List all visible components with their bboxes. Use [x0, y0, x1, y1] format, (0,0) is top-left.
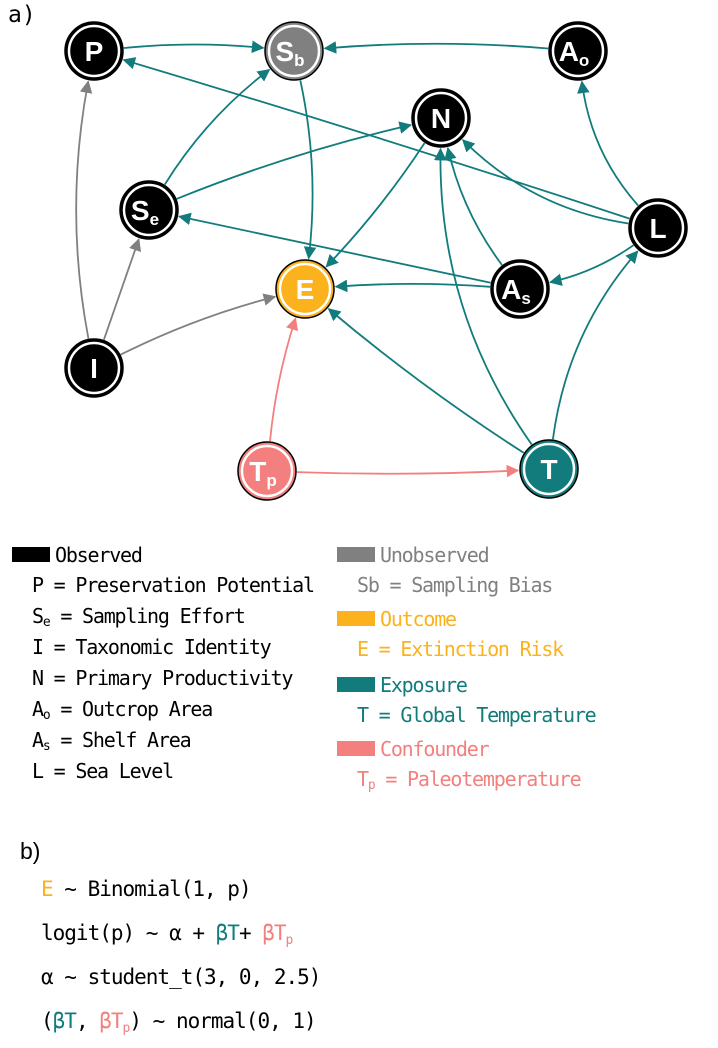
svg-text:Tp: Tp [249, 456, 277, 490]
legend-observed-item: Ao = Outcrop Area [32, 697, 213, 723]
edge-t-to-n [434, 147, 533, 446]
node-i: I [64, 338, 124, 398]
node-ao: Ao [548, 21, 608, 81]
legend-observed-item: As = Shelf Area [32, 728, 192, 754]
node-n: N [411, 88, 471, 148]
edge-l-to-ao [577, 80, 639, 207]
edge-i-to-p [75, 80, 93, 339]
node-p: P [64, 21, 124, 81]
edge-l-to-p [122, 57, 630, 220]
node-tp: Tp [237, 441, 297, 501]
edge-tp-to-e [269, 317, 298, 442]
node-as: As [490, 259, 550, 319]
svg-text:E: E [296, 274, 315, 305]
edge-t-to-l [552, 250, 639, 440]
edge-n-to-e [325, 142, 426, 268]
edge-as-to-e [334, 279, 491, 293]
svg-text:As: As [501, 274, 531, 308]
exposure-item: T = Global Temperature [357, 703, 597, 727]
legend-unobserved: Unobserved Sb = Sampling Bias [337, 539, 553, 601]
edge-l-to-n [462, 139, 629, 225]
legend-confounder: Confounder Tp = Paleotemperature [337, 733, 582, 795]
node-e: E [275, 259, 335, 319]
observed-title: Observed [55, 542, 143, 567]
node-t: T [519, 439, 579, 499]
edge-as-to-n [444, 146, 503, 266]
edge-tp-to-t [296, 464, 520, 478]
outcome-item: E = Extinction Risk [357, 637, 564, 661]
node-se: Se [119, 180, 179, 240]
edge-i-to-se [103, 238, 142, 340]
legend-observed-item: I = Taxonomic Identity [32, 635, 272, 659]
confounder-swatch [337, 741, 375, 756]
panel-b-label: b) [20, 838, 41, 864]
panel-a-label: a) [8, 2, 36, 28]
legend-observed-item: Se = Sampling Effort [32, 604, 246, 630]
legend-observed-item: N = Primary Productivity [32, 666, 293, 690]
edge-i-to-e [120, 293, 277, 356]
outcome-swatch [337, 611, 375, 626]
edge-t-to-e [327, 308, 525, 454]
edge-sb-to-e [299, 80, 317, 260]
edge-se-to-n [176, 121, 413, 200]
exposure-swatch [337, 677, 375, 692]
svg-text:L: L [649, 213, 666, 244]
nodes: P Sb Ao N Se L E As I Tp T [64, 21, 688, 501]
observed-swatch [12, 547, 50, 562]
edge-ao-to-sb [323, 41, 549, 54]
svg-text:Ao: Ao [559, 36, 590, 70]
svg-text:T: T [540, 454, 557, 485]
node-l: L [628, 198, 688, 258]
edge-as-to-se [178, 212, 491, 284]
unobserved-swatch [337, 547, 375, 562]
unobserved-title: Unobserved [380, 542, 490, 567]
confounder-item: Tp = Paleotemperature [357, 767, 582, 793]
svg-text:I: I [90, 353, 98, 384]
exposure-title: Exposure [380, 672, 468, 697]
equation-slope-prior: (βT, βTp) ~ normal(0, 1) [41, 1009, 317, 1036]
edge-l-to-as [549, 244, 635, 286]
legend-observed-item: P = Preservation Potential [32, 573, 315, 597]
legend-exposure: Exposure T = Global Temperature [337, 669, 597, 731]
svg-text:Se: Se [131, 195, 159, 229]
equation-likelihood: E ~ Binomial(1, p) [41, 877, 252, 901]
edge-se-to-sb [164, 68, 271, 185]
svg-text:Sb: Sb [275, 36, 304, 70]
legend-outcome: Outcome E = Extinction Risk [337, 603, 564, 665]
edge-p-to-sb [123, 40, 265, 54]
svg-text:N: N [431, 103, 451, 134]
model-equations: E ~ Binomial(1, p) logit(p) ~ α + βT+ βT… [41, 872, 321, 1048]
causal-diagram: P Sb Ao N Se L E As I Tp T [64, 21, 688, 501]
unobserved-item: Sb = Sampling Bias [357, 573, 553, 597]
edges [75, 40, 639, 478]
legend-observed: Observed P = Preservation Potential Se = … [12, 539, 315, 787]
equation-link: logit(p) ~ α + βT+ βTp [41, 921, 293, 948]
svg-text:P: P [85, 36, 104, 67]
legend-observed-item: L = Sea Level [32, 759, 174, 783]
equation-intercept-prior: α ~ student_t(3, 0, 2.5) [41, 965, 321, 989]
outcome-title: Outcome [380, 606, 457, 631]
confounder-title: Confounder [380, 736, 490, 761]
node-sb: Sb [264, 21, 324, 81]
